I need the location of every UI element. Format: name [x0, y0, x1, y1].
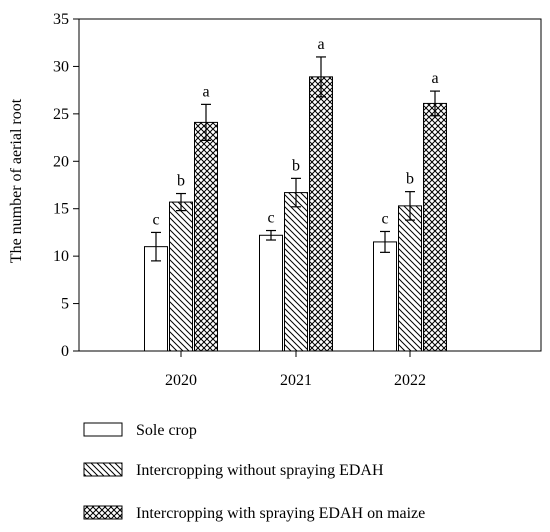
bar	[284, 192, 308, 352]
significance-letter: c	[381, 210, 388, 227]
significance-letter: a	[431, 70, 438, 87]
x-tick-label: 2021	[280, 372, 312, 389]
significance-letters: c b a c b a c b a	[152, 36, 438, 228]
legend-swatch	[83, 505, 123, 520]
legend-label: Intercropping with spraying EDAH on maiz…	[136, 505, 425, 522]
significance-letter: c	[152, 211, 159, 228]
bar	[373, 241, 397, 352]
significance-letter: c	[267, 210, 274, 227]
y-tick-label: 20	[53, 153, 69, 170]
legend-swatch	[83, 422, 123, 437]
legend-swatch	[83, 462, 123, 477]
significance-letter: b	[406, 171, 414, 188]
y-tick-label: 5	[61, 296, 69, 313]
bar	[423, 102, 447, 352]
legend: Sole crop Intercropping without spraying …	[83, 422, 425, 522]
bars	[144, 76, 447, 352]
x-tick-label: 2022	[394, 372, 426, 389]
bar	[309, 76, 333, 352]
bar	[169, 201, 193, 352]
legend-label: Intercropping without spraying EDAH	[136, 462, 384, 479]
y-tick-label: 35	[53, 11, 69, 28]
significance-letter: b	[177, 173, 185, 190]
significance-letter: b	[292, 157, 300, 174]
bar	[398, 205, 422, 352]
y-tick-label: 30	[53, 58, 69, 75]
x-axis: 2020 2021 2022	[165, 351, 426, 389]
significance-letter: a	[317, 36, 324, 53]
y-axis-label: The number of aerial root	[8, 98, 25, 263]
bar	[194, 121, 218, 352]
x-tick-label: 2020	[165, 372, 197, 389]
bar	[259, 234, 283, 352]
bar	[144, 246, 168, 352]
y-axis: 0 5 10 15 20 25 30 35	[53, 11, 79, 360]
y-tick-label: 15	[53, 201, 69, 218]
y-tick-label: 25	[53, 106, 69, 123]
error-bars	[151, 56, 440, 262]
y-tick-label: 0	[61, 343, 69, 360]
y-tick-label: 10	[53, 248, 69, 265]
legend-label: Sole crop	[136, 422, 197, 439]
significance-letter: a	[202, 83, 209, 100]
